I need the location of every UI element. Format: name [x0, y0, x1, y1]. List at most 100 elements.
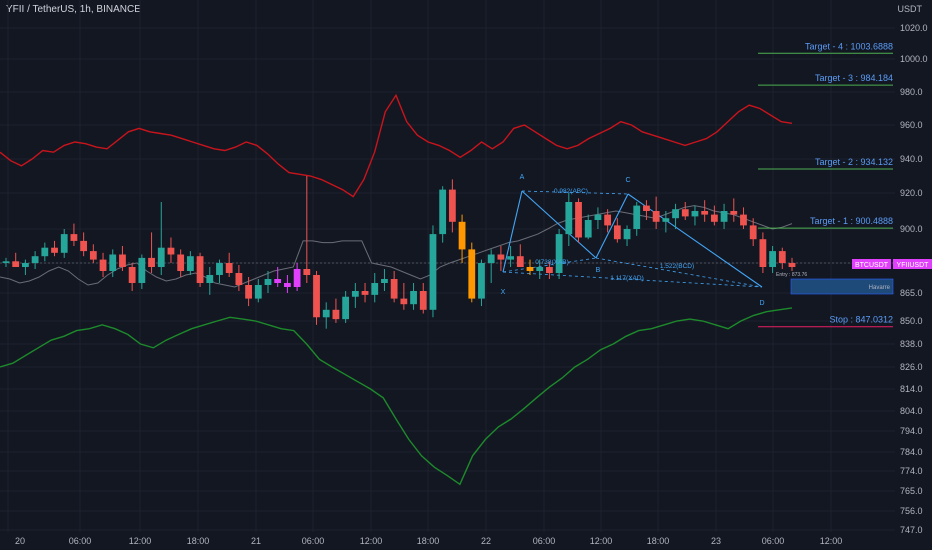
- candle-body-69: [672, 209, 679, 219]
- candle-body-19: [186, 256, 194, 271]
- pattern-ratio-1: 0.738(XAB): [535, 259, 569, 266]
- x-tick-label-6: 12:00: [360, 536, 383, 546]
- candle-body-44: [429, 234, 437, 310]
- candle-body-24: [235, 273, 243, 285]
- zone-label: Havarre: [869, 285, 891, 291]
- x-tick-label-9: 06:00: [533, 536, 556, 546]
- target-zone: [790, 278, 894, 295]
- y-tick-label-10: 838.0: [900, 339, 923, 349]
- candle-body-2: [22, 263, 29, 267]
- candle-body-34: [332, 309, 340, 320]
- y-tick-label-19: 747.0: [900, 525, 923, 535]
- y-tick-label-11: 826.0: [900, 362, 923, 372]
- candle-body-52: [507, 256, 514, 260]
- candle-body-70: [681, 209, 689, 217]
- candle-body-12: [119, 254, 126, 267]
- candle-body-67: [652, 211, 660, 222]
- y-tick-label-5: 920.0: [900, 188, 923, 198]
- pattern-point-C: C: [625, 177, 630, 184]
- pattern-leg-2: [595, 193, 629, 259]
- pattern-ratio-0: 0.982(ABC): [554, 188, 588, 195]
- pattern-ratio-line-3: [502, 271, 763, 288]
- entry-label: Entry : 873.76: [776, 272, 807, 278]
- candle-body-66: [643, 205, 650, 211]
- y-tick-label-0: 1020.0: [900, 23, 928, 33]
- candle-body-45: [439, 189, 447, 235]
- x-tick-label-10: 12:00: [590, 536, 613, 546]
- candle-body-57: [555, 234, 563, 273]
- upper-band-line: [0, 93, 793, 198]
- x-tick-label-12: 23: [711, 536, 721, 546]
- y-tick-label-12: 814.0: [900, 384, 923, 394]
- candle-body-77: [749, 225, 757, 240]
- pattern-point-A: A: [520, 174, 525, 181]
- candle-body-22: [216, 263, 223, 275]
- candle-body-79: [769, 251, 776, 267]
- y-tick-label-3: 960.0: [900, 120, 923, 130]
- y-tick-label-9: 850.0: [900, 316, 923, 326]
- candle-body-43: [419, 291, 427, 310]
- candle-body-26: [254, 285, 262, 299]
- candle-body-28: [274, 279, 282, 283]
- pattern-leg-1: [521, 190, 597, 259]
- candle-body-32: [313, 275, 320, 318]
- y-tick-label-17: 765.0: [900, 486, 923, 496]
- price-badge-bg-1: [893, 259, 932, 269]
- candle-body-6: [60, 234, 68, 253]
- candle-body-53: [516, 256, 524, 267]
- candle-body-1: [12, 261, 20, 267]
- candle-body-68: [662, 218, 670, 222]
- candle-body-65: [633, 205, 641, 229]
- candle-body-31: [303, 269, 311, 275]
- x-tick-label-0: 20: [15, 536, 25, 546]
- price-line-label-1: Target - 3 : 984.184: [815, 73, 893, 83]
- candle-body-27: [264, 279, 272, 285]
- x-tick-label-11: 18:00: [647, 536, 670, 546]
- candle-body-23: [225, 263, 233, 273]
- candle-body-48: [468, 249, 476, 299]
- currency-label: USDT: [897, 4, 923, 14]
- x-tick-label-13: 06:00: [762, 536, 785, 546]
- candle-body-60: [584, 220, 592, 238]
- candle-body-36: [351, 291, 359, 297]
- price-badge-0: BTCUSDT: [855, 262, 889, 269]
- candle-body-76: [740, 214, 747, 226]
- candle-body-58: [565, 202, 573, 235]
- candle-body-71: [691, 211, 699, 217]
- x-tick-label-14: 12:00: [820, 536, 843, 546]
- candle-body-25: [245, 285, 252, 299]
- x-tick-label-7: 18:00: [417, 536, 440, 546]
- candle-body-75: [730, 211, 738, 215]
- pattern-point-X: X: [501, 289, 506, 296]
- y-tick-label-2: 980.0: [900, 87, 923, 97]
- candle-body-50: [487, 254, 495, 263]
- y-tick-label-14: 794.0: [900, 426, 923, 436]
- pattern-ratio-line-2: [595, 257, 763, 288]
- candle-body-63: [613, 225, 621, 240]
- candle-body-9: [89, 251, 97, 260]
- candle-body-29: [284, 283, 291, 287]
- candle-body-73: [710, 214, 718, 222]
- candle-body-16: [157, 247, 165, 267]
- lower-band-line: [0, 307, 793, 486]
- candle-body-18: [177, 254, 185, 271]
- price-line-label-2: Target - 2 : 934.132: [815, 157, 893, 167]
- price-line-label-3: Target - 1 : 900.4888: [810, 216, 893, 226]
- candle-body-10: [99, 259, 107, 271]
- candle-body-11: [109, 254, 117, 271]
- candle-body-62: [604, 214, 612, 226]
- pattern-ratio-line-1: [502, 257, 597, 273]
- pattern-point-D: D: [759, 300, 764, 307]
- candle-body-42: [410, 291, 417, 305]
- candle-body-49: [478, 263, 485, 299]
- candle-body-72: [701, 211, 709, 215]
- candle-body-21: [206, 275, 214, 283]
- candle-body-35: [342, 296, 350, 320]
- y-tick-label-1: 1000.0: [900, 54, 928, 64]
- candle-body-8: [80, 240, 88, 252]
- candle-body-30: [293, 269, 301, 287]
- candle-body-0: [2, 261, 10, 263]
- pattern-ratio-3: 1.117(XAD): [610, 275, 643, 282]
- y-tick-label-16: 774.0: [900, 466, 923, 476]
